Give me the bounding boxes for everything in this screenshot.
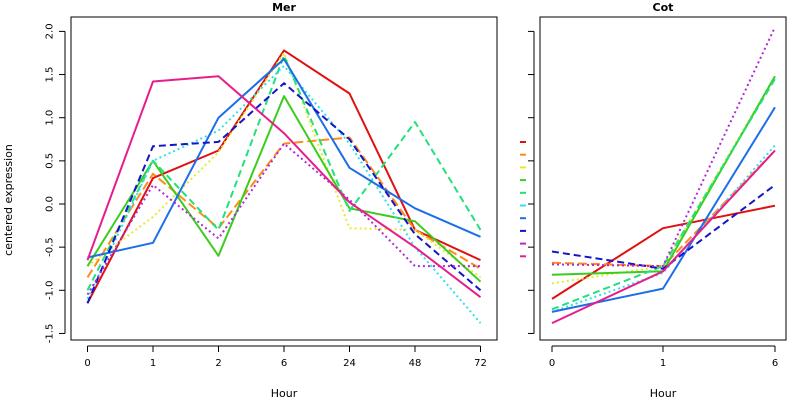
mer-series-line-5 [86,54,482,291]
mer-panel: Mer Hour centered expression -1.5 -1.0 -0.… [2,1,498,400]
mer-series-line-10 [86,75,482,298]
cot-series-line-2 [551,149,776,268]
y-tick-label: 0.5 [45,153,56,169]
cot-x-tick-label: 1 [660,358,666,369]
cot-series-line-4 [551,75,776,276]
mer-series-lines [86,49,482,324]
cot-series-line-6 [551,144,776,313]
cot-plot-frame [539,16,787,341]
cot-x-tick-label: 0 [549,358,555,369]
cot-series-line-8 [551,184,776,270]
cot-panel: Cot Hour 0 1 6 [528,1,787,400]
y-tick-label: 2.0 [45,23,56,39]
mer-plot-frame [70,16,498,341]
cot-series-line-9 [551,26,776,268]
cot-y-axis [528,30,535,334]
y-tick-label: -1.5 [45,324,56,344]
cot-series-line-5 [551,78,776,311]
mer-y-axis: -1.5 -1.0 -0.5 0.0 0.5 1.0 1.5 2.0 [45,23,66,343]
mer-x-tick-label: 72 [474,358,487,369]
y-tick-label: 1.5 [45,67,56,83]
mer-series-line-7 [87,58,481,259]
cot-x-axis: 0 1 6 [549,345,778,369]
legend [520,141,526,258]
y-tick-label: 1.0 [45,110,56,126]
mer-x-tick-label: 6 [281,358,287,369]
mer-series-line-2 [86,136,482,278]
mer-x-axis-label: Hour [271,387,298,400]
mer-x-tick-label: 1 [150,358,156,369]
mer-series-line-9 [86,142,481,296]
mer-series-line-3 [86,52,482,279]
cot-series-line-3 [551,75,776,285]
cot-x-axis-label: Hour [650,387,677,400]
mer-series-line-8 [86,82,482,304]
cot-series-lines [551,26,776,325]
mer-title: Mer [272,1,296,14]
mer-x-tick-label: 48 [409,358,422,369]
cot-series-line-10 [551,149,776,325]
y-tick-label: -1.0 [45,281,56,301]
mer-x-axis: 0 1 2 6 24 48 72 [84,345,487,369]
y-tick-label: 0.0 [45,196,56,212]
cot-series-line-1 [551,204,776,300]
cot-title: Cot [653,1,674,14]
cot-x-tick-label: 6 [772,358,778,369]
mer-x-tick-label: 24 [343,358,356,369]
cot-series-line-7 [551,106,776,313]
y-tick-label: -0.5 [45,237,56,257]
mer-x-tick-label: 2 [215,358,221,369]
y-axis-label: centered expression [2,144,15,256]
mer-x-tick-label: 0 [84,358,90,369]
